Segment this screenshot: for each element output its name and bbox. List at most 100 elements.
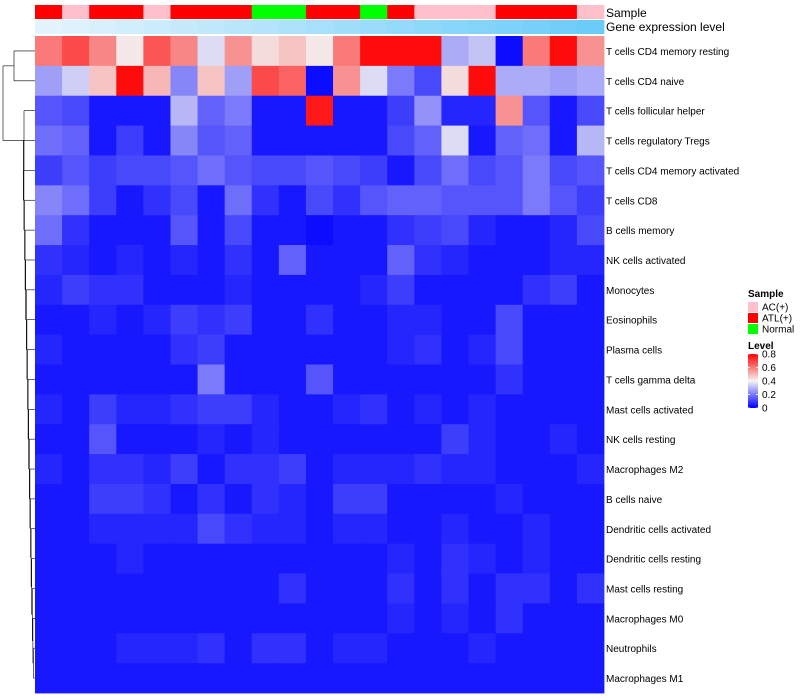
heatmap-cell (360, 454, 388, 485)
heatmap-cell (576, 155, 605, 186)
gene-expression-annotation-cell (143, 20, 171, 34)
heatmap-cell (360, 633, 388, 664)
heatmap-cell (116, 603, 144, 634)
heatmap-cell (441, 245, 469, 276)
heatmap-cell (414, 65, 442, 97)
heatmap-cell (224, 215, 253, 246)
heatmap-cell (522, 185, 551, 216)
heatmap-cell (333, 95, 361, 126)
heatmap-cell (495, 603, 524, 634)
heatmap-cell (495, 424, 524, 455)
heatmap-cell (197, 454, 226, 485)
heatmap-cell (143, 245, 171, 276)
heatmap-cell (251, 215, 280, 246)
heatmap-cell (197, 245, 226, 276)
heatmap-cell (468, 543, 497, 574)
heatmap-cell (360, 274, 388, 306)
heatmap-cell (278, 185, 307, 216)
heatmap-cell (62, 155, 90, 186)
legend-level-ticks: 0.8 0.6 0.4 0.2 0 (748, 350, 776, 415)
heatmap-cell (170, 334, 198, 365)
heatmap-cell (495, 543, 524, 574)
heatmap-cell (197, 334, 226, 365)
heatmap-cell (170, 36, 198, 67)
heatmap-cell (468, 663, 497, 694)
heatmap-cell (414, 543, 442, 574)
heatmap-cell (387, 304, 415, 336)
heatmap-cell (441, 483, 469, 515)
gene-expression-annotation-cell (62, 20, 90, 34)
heatmap-cell (522, 394, 551, 425)
heatmap-cell (441, 543, 469, 574)
heatmap-cell (62, 543, 90, 574)
heatmap-cell (360, 334, 388, 365)
heatmap-cell (360, 125, 388, 156)
heatmap-cell (278, 334, 307, 365)
heatmap-cell (62, 215, 90, 246)
heatmap-cell (495, 65, 524, 97)
heatmap-cell (441, 394, 469, 425)
heatmap-cell (522, 274, 551, 306)
row-label: T cells CD8 (606, 196, 658, 207)
heatmap-cell (170, 245, 198, 276)
heatmap-cell (441, 185, 469, 216)
heatmap-cell (576, 245, 605, 276)
heatmap-cell (89, 424, 117, 455)
heatmap-cell (197, 125, 226, 156)
heatmap-cell (251, 155, 280, 186)
heatmap-cell (468, 424, 497, 455)
heatmap-cell (170, 125, 198, 156)
heatmap-cell (576, 454, 605, 485)
sample-annotation-cell (170, 5, 198, 19)
heatmap-cell (170, 424, 198, 455)
heatmap-cell (35, 663, 63, 694)
heatmap-cell (89, 394, 117, 425)
heatmap-cell (143, 663, 171, 694)
heatmap-cell (360, 394, 388, 425)
heatmap-cell (224, 95, 253, 126)
heatmap-cell (116, 215, 144, 246)
heatmap-cell (414, 95, 442, 126)
heatmap-cell (62, 633, 90, 664)
heatmap-cell (251, 125, 280, 156)
heatmap-cell (468, 185, 497, 216)
heatmap-cell (360, 65, 388, 97)
row-label: T cells CD4 naive (606, 77, 685, 88)
heatmap-cell (414, 663, 442, 694)
heatmap-cell (333, 364, 361, 395)
heatmap-cell (305, 36, 334, 67)
heatmap-cell (278, 603, 307, 634)
sample-annotation-cell (549, 5, 578, 19)
heatmap-cell (441, 36, 469, 67)
heatmap-cell (224, 394, 253, 425)
heatmap-cell (468, 334, 497, 365)
heatmap-cell (387, 603, 415, 634)
heatmap-cell (62, 454, 90, 485)
heatmap-cell (576, 215, 605, 246)
heatmap-cell (116, 424, 144, 455)
gene-expression-annotation-bar (35, 20, 605, 34)
heatmap-cell (576, 334, 605, 365)
sample-annotation-cell (441, 5, 469, 19)
heatmap-cell (305, 663, 334, 694)
heatmap-cell (170, 215, 198, 246)
heatmap-cell (414, 633, 442, 664)
heatmap-cell (278, 543, 307, 574)
heatmap-cell (305, 543, 334, 574)
heatmap-cell (35, 274, 63, 306)
legend-sample-swatch (748, 324, 758, 334)
heatmap-cell (387, 245, 415, 276)
gene-expression-annotation-cell (441, 20, 469, 34)
heatmap-cell (468, 245, 497, 276)
gene-expression-annotation-cell (333, 20, 361, 34)
heatmap-cell (441, 364, 469, 395)
heatmap-cell (360, 304, 388, 336)
heatmap-cell (170, 394, 198, 425)
sample-annotation-cell (522, 5, 551, 19)
heatmap-cell (35, 454, 63, 485)
heatmap-cell (251, 36, 280, 67)
heatmap-cell (468, 633, 497, 664)
gene-expression-annotation-cell (35, 20, 63, 34)
legend-level-tick-label: 0 (762, 404, 768, 415)
legend-sample-swatch (748, 313, 758, 323)
